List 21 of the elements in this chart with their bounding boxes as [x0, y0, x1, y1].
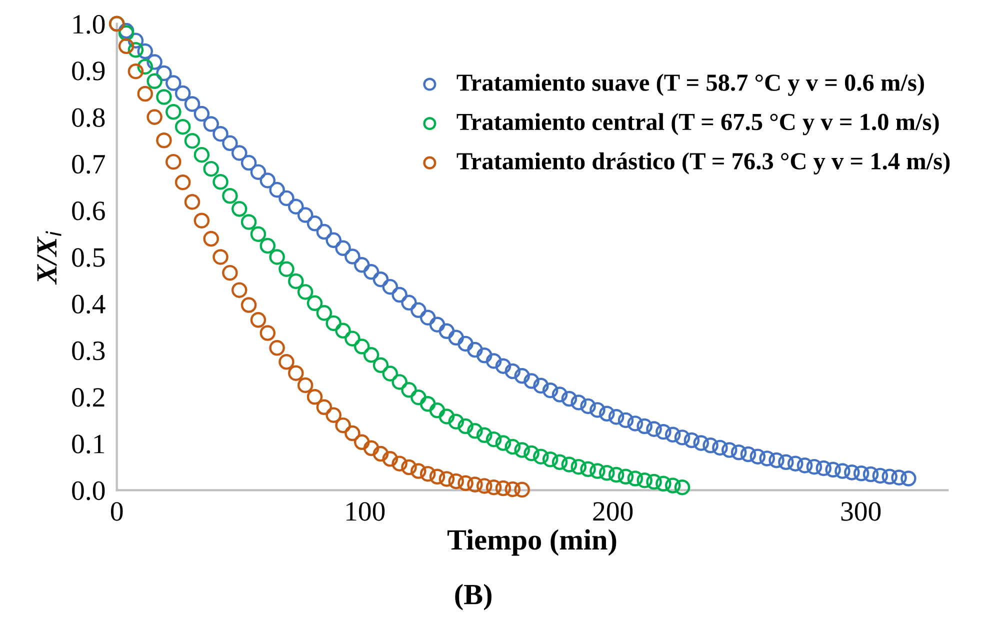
y-tick-label: 0.4: [72, 294, 106, 314]
legend-label: Tratamiento suave (T = 58.7 °C y v = 0.6 m/s): [456, 74, 924, 96]
y-tick-label: 0.5: [72, 248, 105, 268]
x-tick-label: 300: [841, 502, 881, 521]
y-tick-label: 0.8: [72, 108, 105, 128]
text: (B): [455, 584, 492, 610]
y-tick-label: 0.6: [72, 202, 105, 220]
legend-label: Tratamiento drástico (T = 76.3 °C y v = 1.4 m/s): [456, 152, 950, 174]
y-axis-title: X/X$_{i}$: [37, 231, 62, 285]
y-tick-label: 0.2: [72, 388, 104, 407]
y-tick-label: 0.3: [72, 341, 105, 360]
y-tick-label: 0.9: [72, 62, 105, 80]
legend-label: Tratamiento central (T = 67.5 °C y v = 1.0 m/s): [456, 113, 939, 136]
x-tick-label: 100: [346, 502, 385, 521]
y-tick-label: 0.7: [72, 154, 105, 174]
x-axis-title: Tiempo (min): [447, 529, 616, 556]
x-tick-label: 0: [110, 502, 123, 521]
x-tick-label: 200: [593, 502, 633, 521]
y-tick-label: 0.0: [72, 481, 105, 500]
y-tick-label: 1.0: [73, 14, 105, 34]
y-tick-label: 0.1: [72, 434, 104, 454]
